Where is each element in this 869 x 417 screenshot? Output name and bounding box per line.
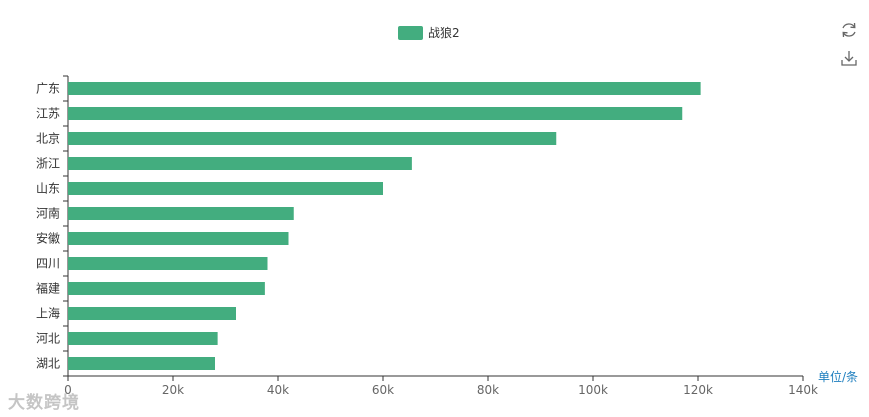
- y-tick-label: 山东: [36, 182, 60, 196]
- y-tick-label: 北京: [36, 132, 60, 146]
- y-tick-label: 福建: [36, 281, 60, 296]
- watermark: 大数跨境: [8, 393, 80, 413]
- bar[interactable]: [68, 332, 218, 345]
- legend[interactable]: 战狼2: [398, 25, 460, 40]
- x-tick-label: 60k: [372, 383, 394, 397]
- y-tick-label: 四川: [36, 257, 60, 271]
- x-tick-label: 140k: [788, 383, 818, 397]
- refresh-icon[interactable]: [842, 22, 856, 38]
- bar[interactable]: [68, 357, 215, 370]
- download-icon[interactable]: [841, 51, 857, 66]
- legend-swatch[interactable]: [398, 26, 423, 40]
- bar[interactable]: [68, 107, 683, 120]
- bar[interactable]: [68, 82, 701, 95]
- x-tick-label: 120k: [683, 383, 713, 397]
- x-tick-label: 20k: [162, 383, 184, 397]
- y-tick-label: 河南: [36, 206, 60, 221]
- x-tick-label: 0: [64, 383, 72, 397]
- bar[interactable]: [68, 257, 268, 270]
- y-axis-ticks: [63, 75, 68, 377]
- bars: [68, 82, 701, 370]
- bar[interactable]: [68, 307, 236, 320]
- x-tick-label: 80k: [477, 383, 499, 397]
- y-tick-label: 河北: [36, 332, 60, 346]
- x-tick-label: 100k: [578, 383, 608, 397]
- x-axis-ticks: [67, 376, 804, 381]
- x-tick-label: 40k: [267, 383, 289, 397]
- y-tick-label: 上海: [36, 306, 60, 321]
- bar[interactable]: [68, 282, 265, 295]
- bar[interactable]: [68, 182, 383, 195]
- y-tick-label: 广东: [36, 82, 60, 96]
- y-tick-label: 安徽: [36, 231, 60, 246]
- x-axis-labels: 0 20k 40k 60k 80k 100k 120k 140k: [64, 383, 818, 397]
- y-tick-label: 江苏: [36, 107, 60, 121]
- bar[interactable]: [68, 132, 557, 145]
- legend-label[interactable]: 战狼2: [428, 25, 460, 40]
- bar[interactable]: [68, 232, 289, 245]
- bar[interactable]: [68, 157, 412, 170]
- unit-label: 单位/条: [818, 369, 858, 384]
- bar[interactable]: [68, 207, 294, 220]
- y-tick-label: 浙江: [36, 157, 60, 171]
- y-tick-label: 湖北: [36, 356, 60, 371]
